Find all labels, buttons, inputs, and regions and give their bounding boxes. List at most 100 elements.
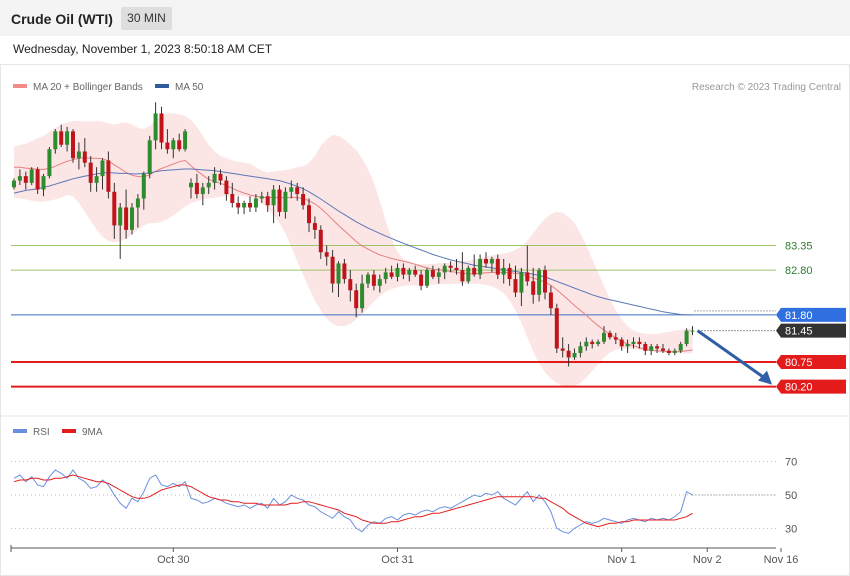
candle-body <box>53 131 58 150</box>
candle <box>360 274 365 313</box>
candle-body <box>118 207 123 226</box>
x-tick-label: Oct 31 <box>381 554 413 566</box>
candle-body <box>537 270 542 295</box>
candle-body <box>383 272 388 280</box>
candle-body <box>218 173 223 181</box>
rsi-legend-swatch <box>13 429 27 433</box>
candle <box>607 330 612 340</box>
candle-body <box>584 341 589 347</box>
candle-body <box>377 279 382 286</box>
candle <box>118 202 123 259</box>
candle-body <box>525 272 530 282</box>
candle-body <box>348 279 353 291</box>
timeframe-badge[interactable]: 30 MIN <box>121 7 172 30</box>
candle-body <box>236 202 241 208</box>
candle <box>301 187 306 210</box>
candle <box>513 265 518 298</box>
candle-body <box>631 341 636 345</box>
candle <box>189 178 193 199</box>
candle <box>666 348 671 356</box>
candle-body <box>124 207 129 230</box>
candle <box>454 258 459 275</box>
candle-body <box>371 274 376 286</box>
candle <box>277 185 282 217</box>
candle <box>602 326 606 345</box>
candle <box>165 129 170 154</box>
level-label: 83.35 <box>785 241 813 253</box>
candle <box>619 337 624 351</box>
candle-body <box>442 265 447 273</box>
candle <box>425 267 429 289</box>
candle-body <box>194 182 199 195</box>
candle <box>690 326 695 336</box>
candle-body <box>289 187 294 192</box>
candle <box>159 106 164 150</box>
candle <box>183 129 188 152</box>
candle-body <box>206 182 211 188</box>
candle <box>336 261 341 298</box>
rsi-tick-label: 30 <box>785 523 797 535</box>
rsi-ma-line <box>13 474 693 528</box>
candle-body <box>560 348 565 351</box>
candle-body <box>684 330 689 345</box>
candle-body <box>478 258 483 275</box>
candle <box>147 135 152 179</box>
candle-body <box>407 270 412 275</box>
candle-body <box>312 223 317 230</box>
candle-body <box>389 272 394 277</box>
candle-body <box>395 267 400 277</box>
candle-body <box>106 160 111 192</box>
level-tag-bg <box>776 323 846 338</box>
candle-body <box>212 173 217 183</box>
forecast-arrow-shaft <box>696 329 765 379</box>
candle <box>389 265 394 280</box>
candle-body <box>189 182 193 188</box>
candle <box>135 194 140 228</box>
candle-body <box>59 131 64 145</box>
candle <box>495 254 500 280</box>
candle <box>678 341 683 353</box>
candle-body <box>177 140 182 150</box>
ma50-line <box>13 168 693 316</box>
candle <box>460 252 465 286</box>
candle <box>377 274 382 293</box>
candle <box>348 270 353 302</box>
bollinger-band-area <box>14 113 693 387</box>
candle <box>23 171 28 190</box>
candle <box>242 200 247 215</box>
candle-body <box>572 352 577 358</box>
candle <box>448 261 453 273</box>
candle-body <box>472 267 477 275</box>
candle-body <box>655 346 660 349</box>
candle <box>478 254 483 280</box>
candle <box>371 270 376 291</box>
candle <box>395 263 400 282</box>
candle <box>218 169 223 186</box>
candle <box>578 341 583 358</box>
candle <box>413 265 418 277</box>
candle <box>212 167 217 190</box>
candle <box>283 187 288 219</box>
candle-body <box>153 113 158 141</box>
candle-body <box>230 194 235 203</box>
x-tick-label: Oct 30 <box>157 554 189 566</box>
ma50-legend-label: MA 50 <box>175 82 204 93</box>
candle <box>330 250 335 293</box>
candle <box>442 263 447 280</box>
candle <box>383 267 388 284</box>
candle <box>596 339 601 347</box>
candle <box>71 129 75 163</box>
level-label: 81.80 <box>785 310 813 322</box>
candle <box>307 198 311 233</box>
candle-body <box>566 350 571 358</box>
candle-body <box>466 267 471 282</box>
candle <box>271 185 276 224</box>
candle-body <box>678 344 683 351</box>
candle <box>354 283 359 318</box>
candle-body <box>519 272 524 293</box>
candle <box>672 348 677 356</box>
candle <box>560 337 565 358</box>
candle <box>230 182 235 208</box>
candle-body <box>401 267 406 275</box>
